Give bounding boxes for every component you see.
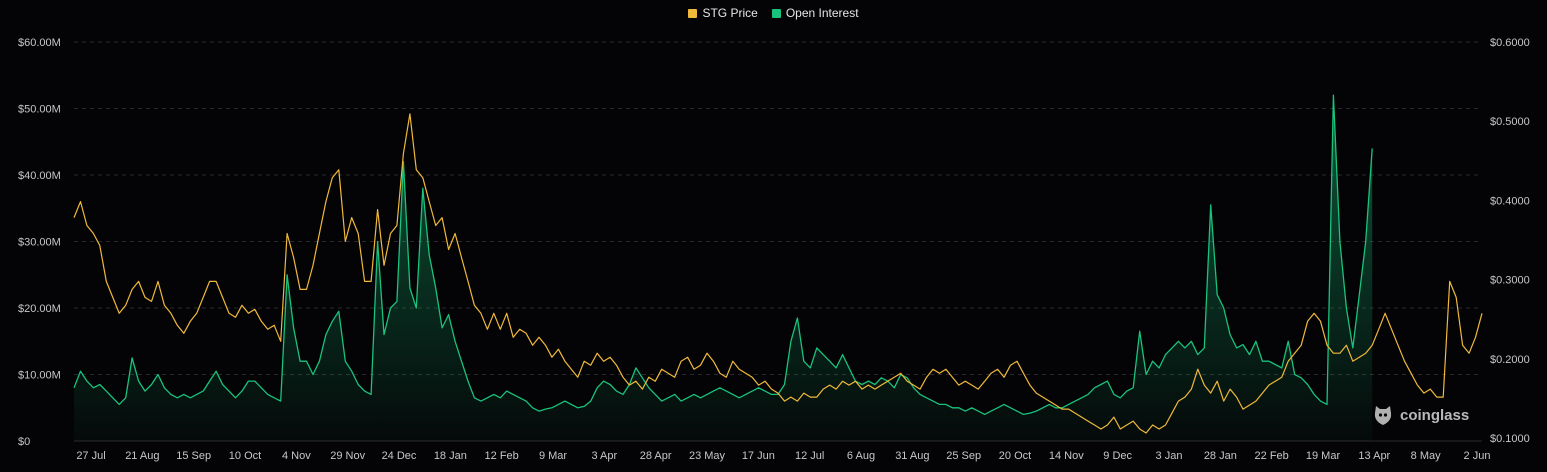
x-tick-label: 25 Sep (946, 450, 981, 462)
x-tick-label: 20 Oct (999, 450, 1031, 462)
x-tick-label: 9 Dec (1103, 450, 1132, 462)
x-tick-label: 23 May (689, 450, 726, 462)
right-tick-label: $0.5000 (1490, 116, 1530, 128)
left-tick-label: $60.00M (18, 37, 61, 49)
open-interest-line (73, 94, 1373, 416)
legend-label-open-interest: Open Interest (785, 6, 859, 20)
x-tick-label: 8 May (1411, 450, 1441, 462)
open-interest-area (74, 95, 1373, 441)
x-tick-label: 18 Jan (434, 450, 467, 462)
x-tick-label: 12 Feb (485, 450, 519, 462)
legend-label-stg-price: STG Price (702, 6, 758, 20)
legend-swatch-stg-price (688, 8, 698, 18)
x-tick-label: 21 Aug (125, 450, 159, 462)
stg-price-line (73, 113, 1483, 434)
x-tick-label: 27 Jul (76, 450, 105, 462)
x-tick-label: 31 Aug (895, 450, 929, 462)
left-tick-label: $0 (18, 436, 30, 448)
legend-swatch-open-interest (771, 8, 781, 18)
x-tick-label: 28 Jan (1204, 450, 1237, 462)
watermark-text: coinglass (1400, 406, 1470, 424)
left-tick-label: $20.00M (18, 303, 61, 315)
x-axis: 27 Jul 21 Aug 15 Sep 10 Oct 4 Nov 29 Nov 24 De… (76, 450, 1490, 462)
right-axis: $0.1000 $0.2000 $0.3000 $0.4000 $0.5000 $0.60… (1490, 37, 1530, 445)
x-tick-label: 10 Oct (229, 450, 261, 462)
x-tick-label: 22 Feb (1255, 450, 1289, 462)
left-tick-label: $30.00M (18, 237, 61, 249)
left-tick-label: $50.00M (18, 104, 61, 116)
left-tick-label: $40.00M (18, 170, 61, 182)
x-tick-label: 12 Jul (795, 450, 824, 462)
x-tick-label: 24 Dec (382, 450, 417, 462)
x-tick-label: 17 Jun (742, 450, 775, 462)
x-tick-label: 19 Mar (1306, 450, 1341, 462)
x-tick-label: 4 Nov (282, 450, 311, 462)
right-tick-label: $0.2000 (1490, 354, 1530, 366)
left-tick-label: $10.00M (18, 370, 61, 382)
legend-item-open-interest[interactable]: Open Interest (771, 6, 859, 20)
coinglass-watermark: coinglass (1372, 403, 1469, 427)
x-tick-label: 3 Apr (591, 450, 617, 462)
x-tick-label: 9 Mar (539, 450, 567, 462)
x-tick-label: 14 Nov (1049, 450, 1084, 462)
x-tick-label: 2 Jun (1464, 450, 1491, 462)
left-axis: $0 $10.00M $20.00M $30.00M $40.00M $50.00M $60… (18, 37, 61, 448)
x-tick-label: 29 Nov (330, 450, 365, 462)
coinglass-logo-icon (1374, 406, 1392, 425)
x-tick-label: 3 Jan (1156, 450, 1183, 462)
x-tick-label: 13 Apr (1358, 450, 1390, 462)
x-tick-label: 28 Apr (640, 450, 672, 462)
x-tick-label: 15 Sep (176, 450, 211, 462)
series-layer (73, 94, 1483, 441)
chart-legend: STG Price Open Interest (0, 6, 1547, 20)
right-tick-label: $0.1000 (1490, 433, 1530, 445)
right-tick-label: $0.6000 (1490, 37, 1530, 49)
right-tick-label: $0.3000 (1490, 275, 1530, 287)
legend-item-stg-price[interactable]: STG Price (688, 6, 758, 20)
x-tick-label: 6 Aug (847, 450, 875, 462)
right-tick-label: $0.4000 (1490, 195, 1530, 207)
